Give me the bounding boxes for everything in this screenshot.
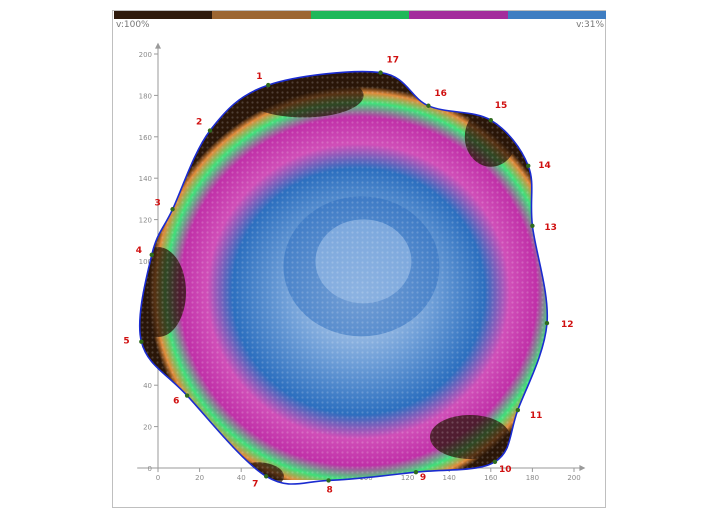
x-axis-arrow: [579, 465, 586, 471]
y-axis-arrow: [155, 42, 161, 49]
boundary-point-label: 2: [196, 118, 202, 128]
boundary-point-label: 14: [538, 161, 551, 171]
boundary-point: [526, 163, 531, 168]
boundary-point: [426, 103, 431, 108]
boundary-point: [326, 478, 331, 483]
y-tick-label: 40: [143, 382, 152, 390]
legend-swatch-5: [507, 11, 607, 19]
boundary-point: [544, 320, 550, 326]
boundary-point: [263, 474, 269, 479]
x-tick-label: 0: [156, 474, 160, 482]
boundary-point: [488, 118, 493, 123]
boundary-point: [184, 393, 190, 398]
boundary-point-label: 5: [123, 337, 129, 347]
x-tick-label: 120: [401, 474, 414, 482]
x-tick-label: 20: [195, 474, 204, 482]
y-tick-label: 120: [139, 217, 152, 225]
boundary-point-label: 12: [561, 320, 574, 330]
boundary-point-label: 16: [434, 89, 447, 99]
legend-swatch-4: [409, 11, 508, 19]
y-tick-label: 180: [139, 92, 152, 100]
boundary-point: [378, 70, 383, 75]
boundary-point-label: 8: [327, 485, 333, 495]
legend-swatch-2: [212, 11, 311, 19]
boundary-point-label: 13: [544, 223, 557, 233]
color-scale-legend: [114, 11, 607, 19]
boundary-point-label: 6: [173, 397, 179, 407]
boundary-point: [139, 339, 144, 344]
boundary-point: [413, 469, 419, 475]
legend-min-label: v:100%: [116, 20, 150, 30]
boundary-point-label: 7: [252, 479, 258, 489]
y-tick-label: 200: [139, 51, 152, 59]
heatmap-fill: [139, 71, 548, 485]
x-tick-label: 160: [484, 474, 497, 482]
x-tick-label: 40: [237, 474, 246, 482]
y-tick-label: 0: [148, 465, 152, 473]
legend-swatch-1: [114, 11, 213, 19]
x-tick-label: 140: [443, 474, 456, 482]
boundary-point: [492, 459, 498, 464]
boundary-point-label: 9: [420, 473, 426, 483]
boundary-point-label: 4: [136, 246, 142, 256]
y-tick-label: 20: [143, 424, 152, 432]
boundary-point: [170, 207, 175, 212]
boundary-point: [149, 252, 154, 257]
legend-swatch-3: [310, 11, 410, 19]
boundary-point: [207, 128, 213, 133]
boundary-point-label: 17: [387, 56, 400, 66]
boundary-point-label: 3: [155, 198, 161, 208]
boundary-point-label: 1: [256, 72, 262, 82]
y-tick-label: 160: [139, 134, 152, 142]
boundary-point: [530, 223, 535, 229]
boundary-point: [515, 407, 521, 413]
boundary-point-label: 11: [530, 411, 543, 421]
boundary-point-label: 10: [499, 465, 512, 475]
boundary-point-label: 15: [495, 101, 508, 111]
x-tick-label: 180: [526, 474, 539, 482]
boundary-point: [266, 82, 271, 88]
y-tick-label: 100: [139, 258, 152, 266]
legend-max-label: v:31%: [576, 20, 604, 30]
x-tick-label: 200: [567, 474, 580, 482]
y-tick-label: 140: [139, 175, 152, 183]
